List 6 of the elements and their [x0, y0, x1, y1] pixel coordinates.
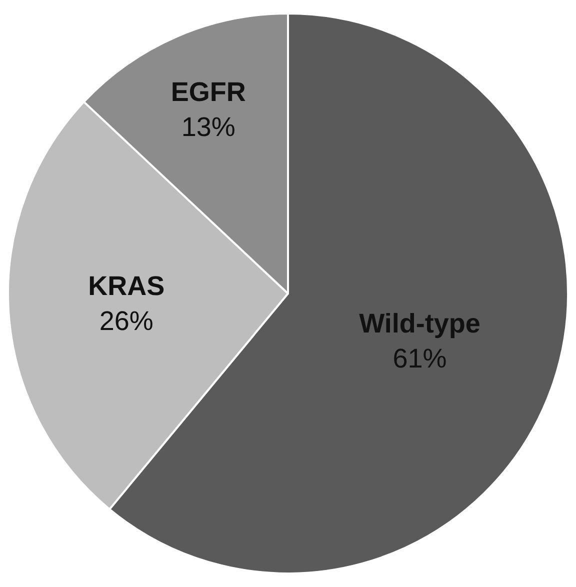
data-label: 61% [392, 343, 447, 374]
data-label: 26% [99, 306, 154, 336]
data-label: 13% [181, 112, 236, 142]
slice-label: KRAS [88, 271, 165, 302]
slice-label: EGFR [170, 77, 246, 108]
slice-label: Wild-type [359, 308, 480, 338]
